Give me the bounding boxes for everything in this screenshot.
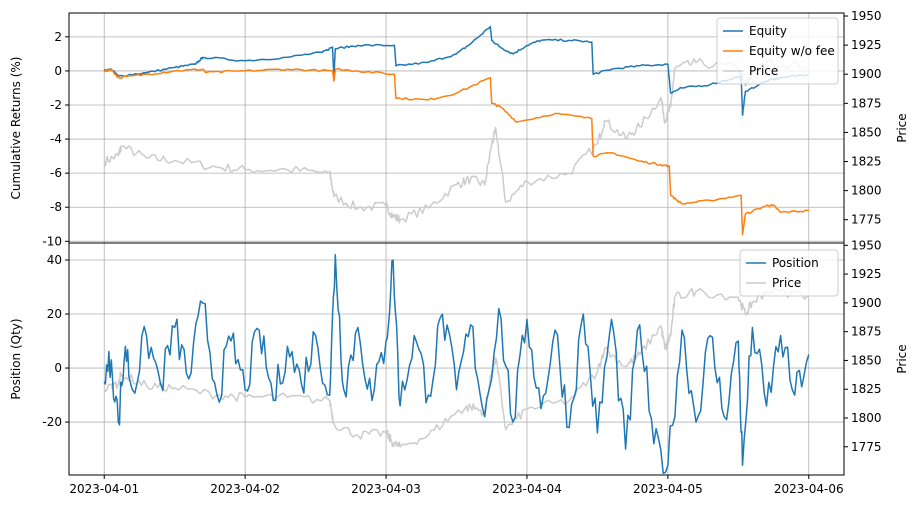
y-axis-label: Position (Qty)	[9, 318, 23, 399]
series-line-equity-w-o-fee	[103, 68, 809, 236]
x-tick-label: 2023-04-05	[633, 482, 703, 496]
y-tick-label: -8	[50, 200, 62, 214]
y-tick-label: -2	[50, 98, 62, 112]
x-tick-label: 2023-04-01	[69, 482, 139, 496]
axes-frame	[68, 242, 845, 476]
y-right-tick-label: 1850	[851, 353, 882, 367]
y-right-tick-label: 1775	[851, 213, 882, 227]
y-right-tick-label: 1825	[851, 155, 882, 169]
y-tick-label: -6	[50, 166, 62, 180]
y-right-tick-label: 1875	[851, 96, 882, 110]
x-tick-label: 2023-04-06	[774, 482, 844, 496]
y-right-tick-label: 1775	[851, 440, 882, 454]
y-axis-label: Cumulative Returns (%)	[9, 57, 23, 200]
y-tick-label: 40	[47, 253, 62, 267]
x-tick-label: 2023-04-04	[492, 482, 562, 496]
y-right-tick-label: 1875	[851, 325, 882, 339]
series-line-equity	[103, 25, 810, 116]
legend-label: Price	[749, 64, 778, 78]
series-line-position	[103, 253, 810, 475]
y-tick-label: 2	[54, 30, 62, 44]
legend-box	[716, 17, 839, 85]
legend-box	[739, 249, 839, 297]
y-right-tick-label: 1800	[851, 411, 882, 425]
y-tick-label: 0	[54, 361, 62, 375]
legend-label: Position	[772, 256, 819, 270]
series-line-price	[103, 287, 810, 448]
y-right-tick-label: 1800	[851, 184, 882, 198]
y-right-tick-label: 1900	[851, 67, 882, 81]
y-right-tick-label: 1925	[851, 38, 882, 52]
y-tick-label: 20	[47, 307, 62, 321]
y-right-tick-label: 1950	[851, 9, 882, 23]
top-axes: 2 0 -2 -4 -6 -8 -10 1950 1925 1900 1875 1850 1825 180…	[9, 9, 909, 248]
y-tick-label: -20	[42, 415, 62, 429]
y-tick-label: -4	[50, 132, 62, 146]
x-tick-label: 2023-04-03	[351, 482, 421, 496]
legend-label: Price	[772, 276, 801, 290]
y-right-tick-label: 1850	[851, 125, 882, 139]
legend-label: Equity w/o fee	[749, 44, 835, 58]
y-tick-label: -10	[42, 234, 62, 248]
legend-label: Equity	[749, 24, 787, 38]
y-tick-label: 0	[54, 64, 62, 78]
series-line-price	[103, 57, 810, 224]
y-right-axis-label: Price	[895, 344, 909, 373]
x-tick-label: 2023-04-02	[210, 482, 280, 496]
y-right-tick-label: 1925	[851, 267, 882, 281]
y-right-tick-label: 1950	[851, 238, 882, 252]
y-right-tick-label: 1825	[851, 382, 882, 396]
y-right-axis-label: Price	[895, 113, 909, 142]
y-right-tick-label: 1900	[851, 296, 882, 310]
bottom-axes: 40 20 0 -20 1950 1925 1900 1875 1850 1825 1800 1775…	[9, 238, 909, 496]
